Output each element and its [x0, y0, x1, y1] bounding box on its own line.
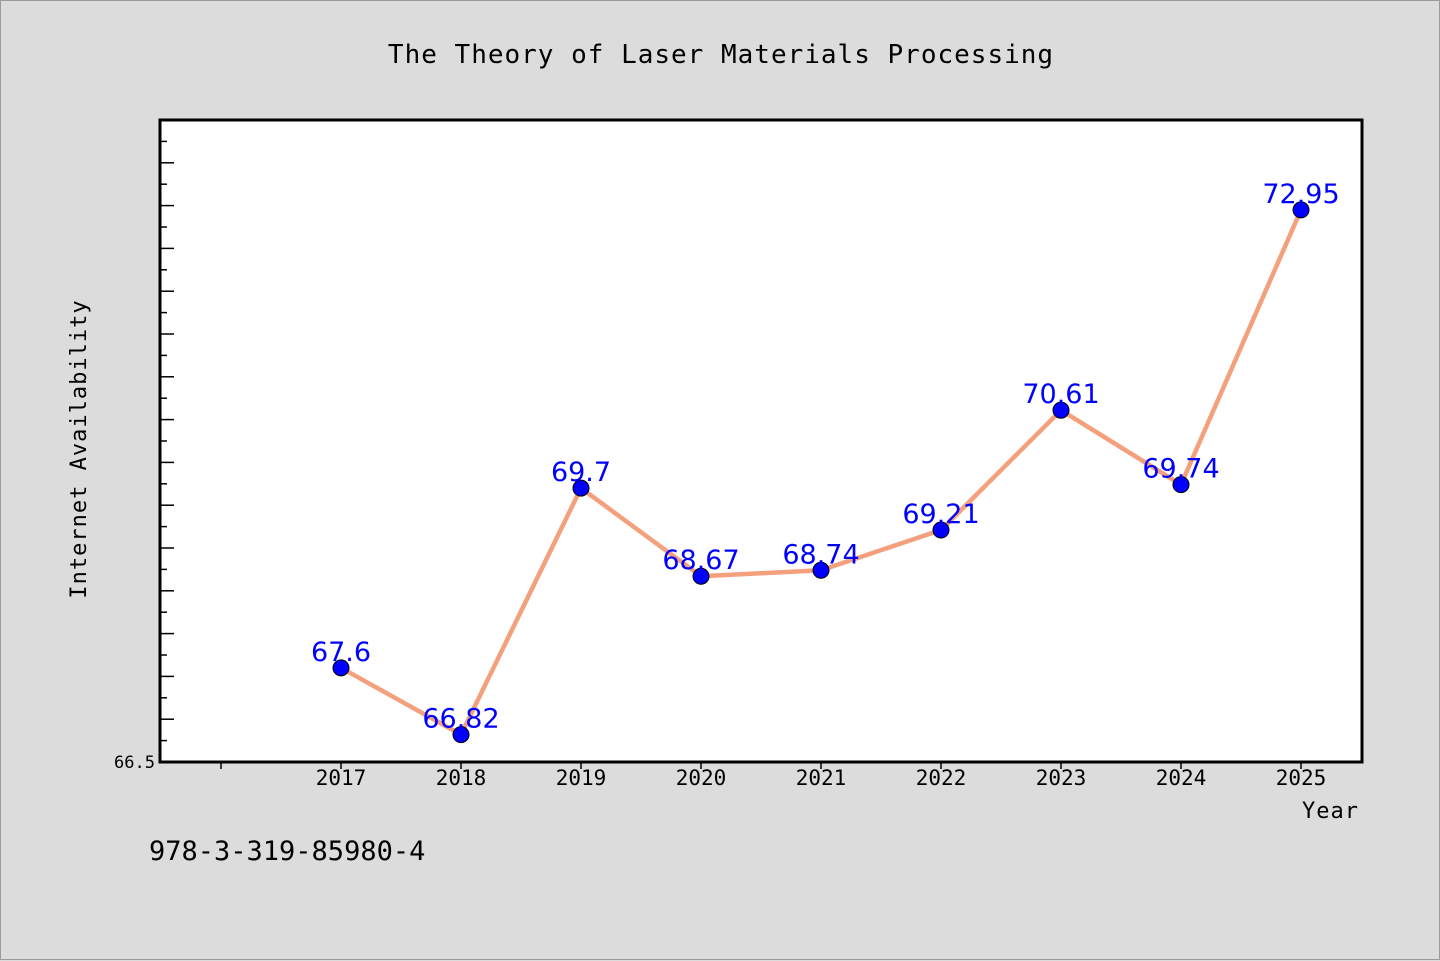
data-labels: 67.6 66.82 69.7 68.67 68.74 69.21 70.61 69.74 72…: [311, 179, 1340, 735]
data-label-2019: 69.7: [551, 457, 611, 488]
data-label-2022: 69.21: [902, 499, 979, 530]
x-tick-label-2022: 2022: [916, 766, 967, 790]
plot-area: [158, 118, 1364, 764]
y-axis-ticks: [160, 140, 174, 742]
x-tick-label-2018: 2018: [436, 766, 487, 790]
data-point-2019: [572, 479, 590, 497]
x-axis-title: Year: [1302, 799, 1359, 824]
x-tick-label-2021: 2021: [796, 766, 847, 790]
data-point-2020: [692, 567, 710, 585]
chart-title: The Theory of Laser Materials Processing: [388, 40, 1054, 70]
isbn-footnote: 978-3-319-85980-4: [149, 836, 426, 867]
x-tick-label-2019: 2019: [556, 766, 607, 790]
data-point-2024: [1172, 476, 1190, 494]
data-label-2024: 69.74: [1142, 454, 1219, 485]
data-label-2020: 68.67: [662, 545, 739, 576]
x-axis-ticks: 2017 2018 2019 2020 2021 2022 2023 2024 2025: [220, 762, 1327, 790]
data-label-2025: 72.95: [1262, 179, 1339, 210]
data-point-2022: [932, 521, 950, 539]
y-axis-title: Internet Availability: [67, 299, 92, 598]
data-point-2018: [452, 726, 470, 744]
data-point-2025: [1292, 201, 1310, 219]
data-point-2017: [332, 659, 350, 677]
x-tick-label-2024: 2024: [1156, 766, 1207, 790]
x-tick-label-2017: 2017: [316, 766, 367, 790]
data-point-2021: [812, 561, 830, 579]
data-point-2023: [1052, 401, 1070, 419]
x-tick-label-2025: 2025: [1276, 766, 1327, 790]
x-tick-label-2020: 2020: [676, 766, 727, 790]
y-tick-label: 66.5: [114, 753, 155, 773]
data-label-2023: 70.61: [1022, 379, 1099, 410]
x-tick-label-2023: 2023: [1036, 766, 1087, 790]
data-label-2017: 67.6: [311, 637, 371, 668]
data-label-2018: 66.82: [422, 704, 499, 735]
series-markers: [332, 201, 1310, 744]
data-label-2021: 68.74: [782, 539, 859, 570]
